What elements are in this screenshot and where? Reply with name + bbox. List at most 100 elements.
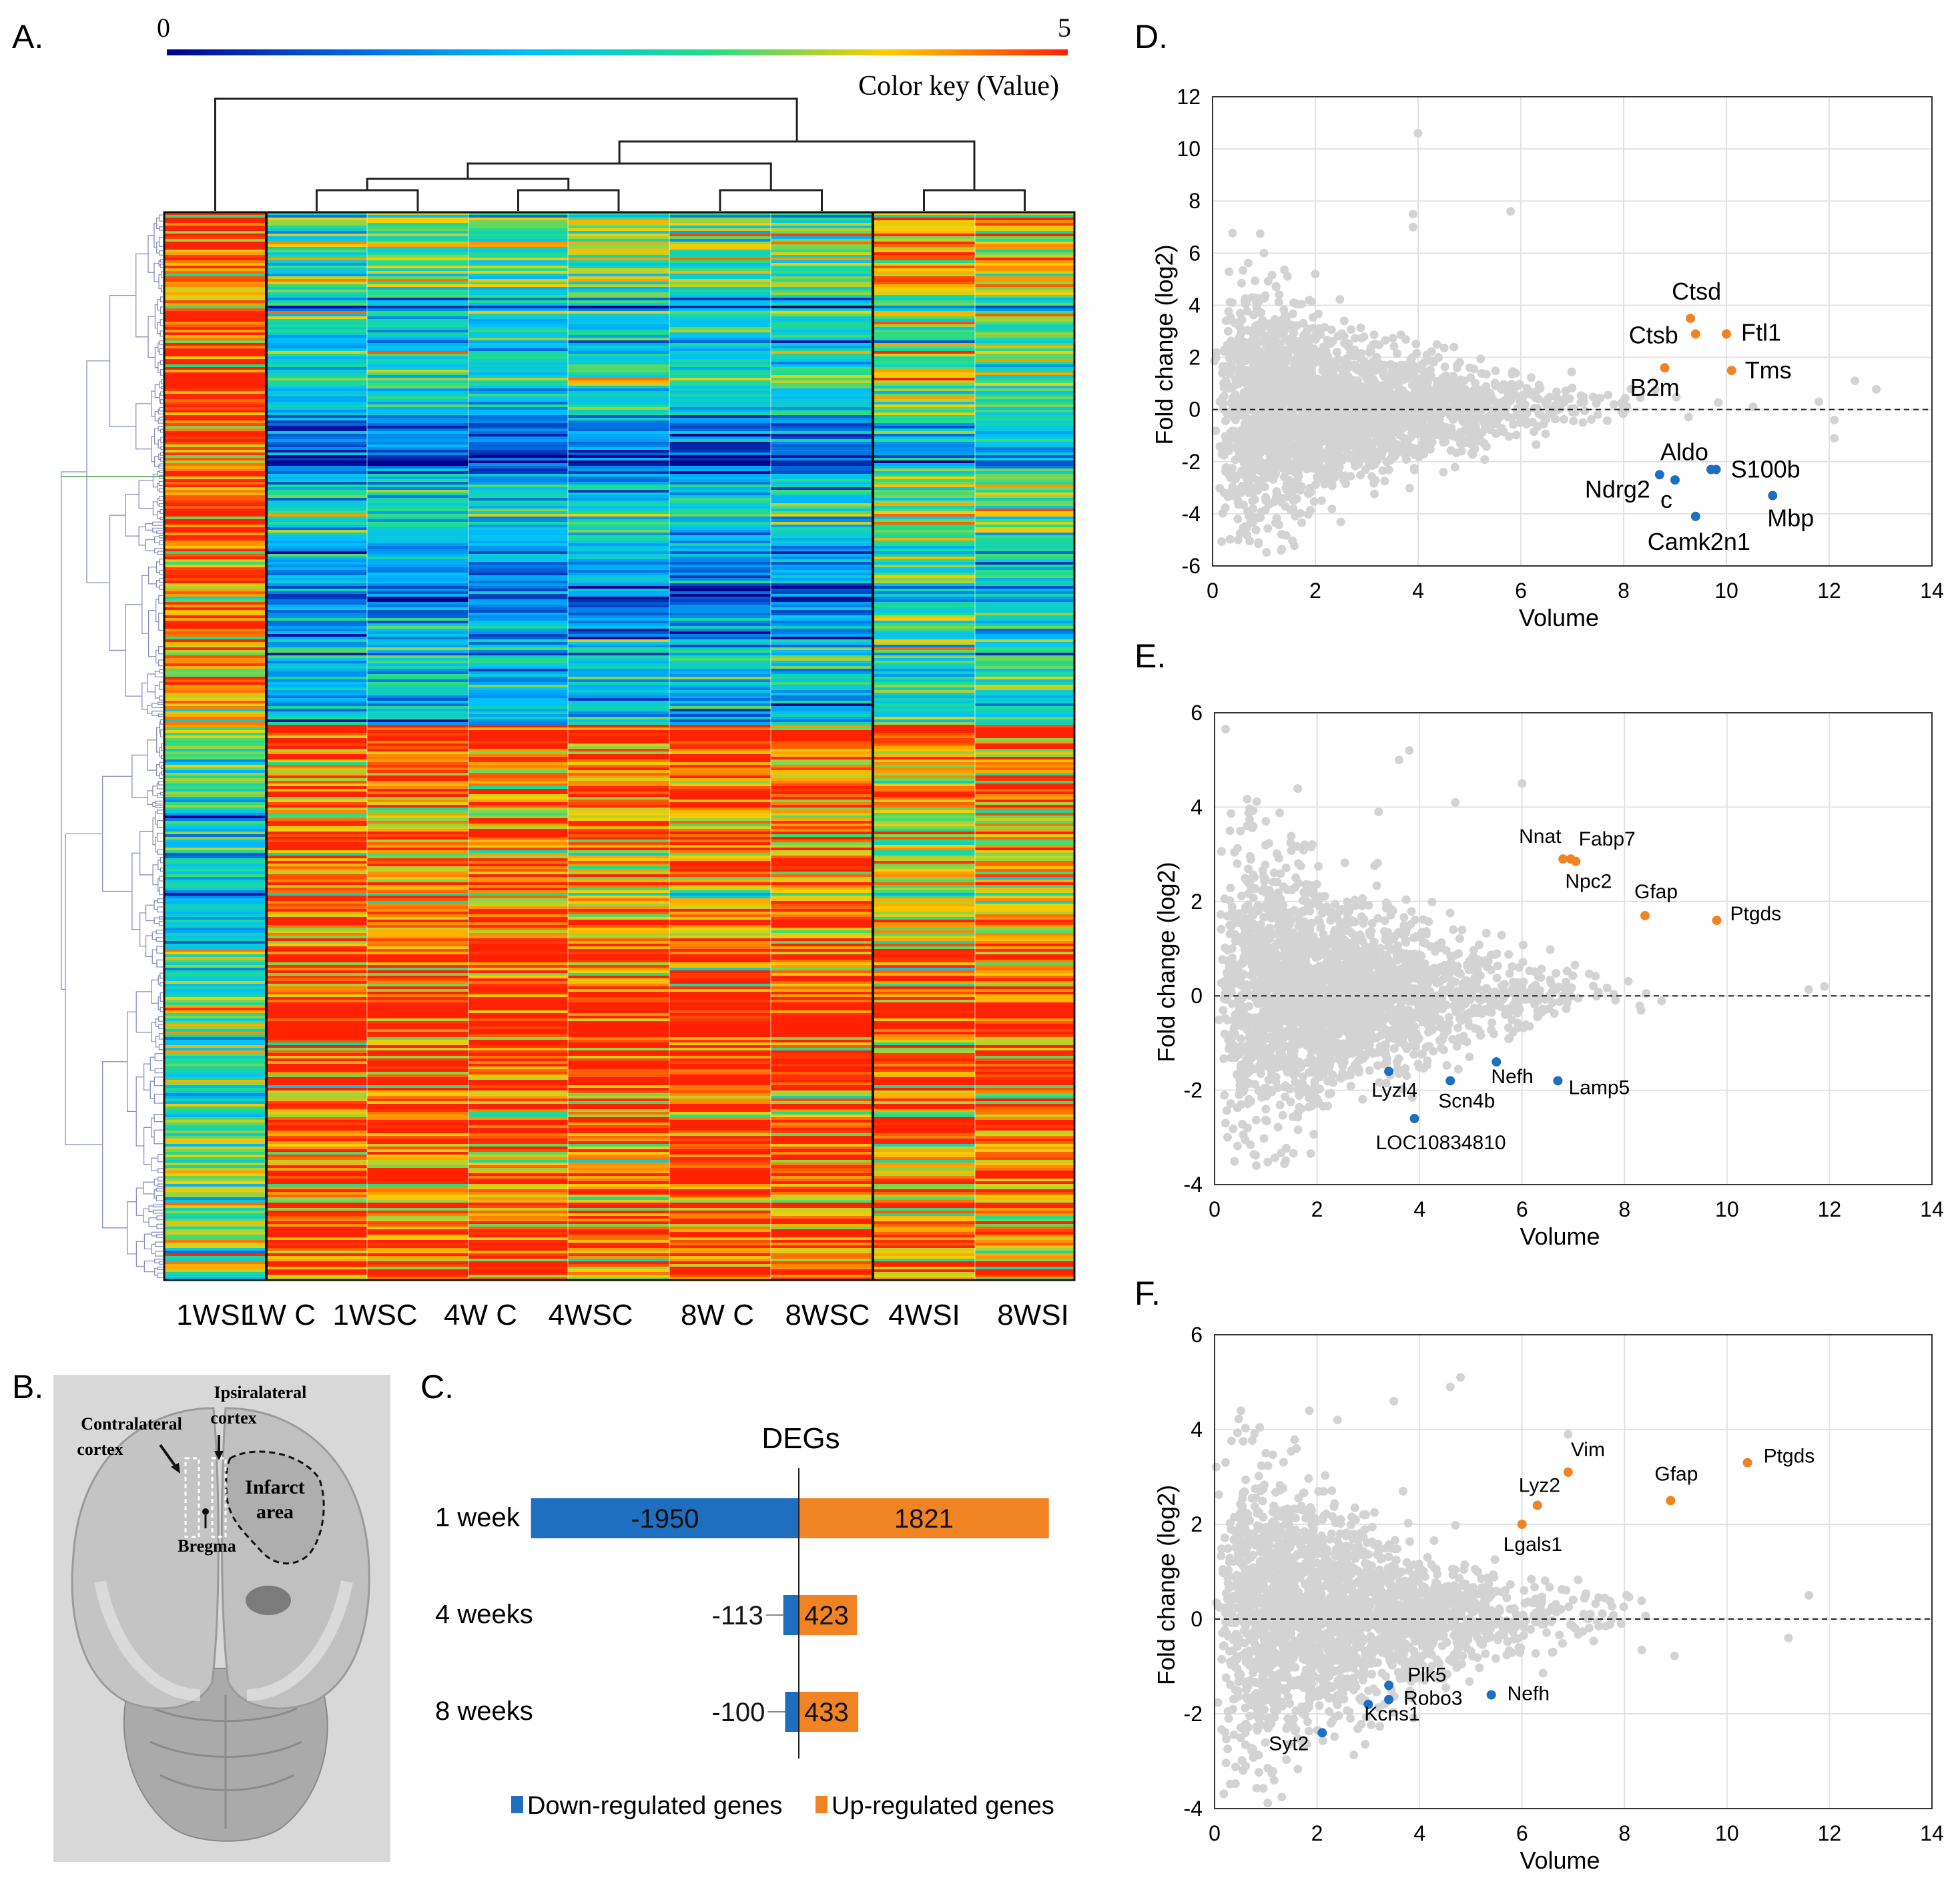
heatmap-cell xyxy=(771,1248,874,1251)
heatmap-cell xyxy=(669,928,771,931)
heatmap-cell xyxy=(367,1117,469,1121)
heatmap-cell xyxy=(771,282,874,285)
heatmap-cell xyxy=(771,509,874,512)
heatmap-cell xyxy=(266,436,368,440)
heatmap-cell xyxy=(669,856,771,859)
heatmap-cell xyxy=(669,295,771,298)
heatmap-cell xyxy=(771,268,874,272)
row-branch xyxy=(151,1157,158,1171)
heatmap-cell xyxy=(367,607,469,611)
heatmap-cell xyxy=(771,287,874,290)
heatmap-cell xyxy=(975,266,1075,269)
row-branch xyxy=(86,360,110,583)
heatmap-cell xyxy=(771,722,874,725)
heatmap-cell xyxy=(975,679,1075,683)
heatmap-cell xyxy=(873,1074,976,1078)
heatmap-cell xyxy=(975,517,1075,520)
heatmap-cell xyxy=(975,1160,1075,1163)
heatmap-cell xyxy=(367,856,469,859)
heatmap-cell xyxy=(164,562,267,565)
heatmap-cell xyxy=(669,1272,771,1275)
heatmap-cell xyxy=(468,212,569,216)
heatmap-cell xyxy=(568,565,670,568)
heatmap-cell xyxy=(771,1203,874,1206)
heatmap-cell xyxy=(164,960,267,963)
background-point xyxy=(1578,418,1588,427)
heatmap-cell xyxy=(873,402,976,405)
heatmap-cell xyxy=(771,1064,874,1067)
heatmap-cell xyxy=(568,1040,670,1043)
heatmap-cell xyxy=(568,869,670,872)
heatmap-cell xyxy=(164,1021,267,1024)
category-label: 8 weeks xyxy=(435,1696,533,1726)
heatmap-cell xyxy=(771,669,874,672)
heatmap-cell xyxy=(975,450,1075,453)
heatmap-cell xyxy=(568,938,670,942)
heatmap-cell xyxy=(367,1181,469,1185)
heatmap-cell xyxy=(568,989,670,992)
heatmap-cell xyxy=(771,466,874,469)
heatmap-cell xyxy=(669,1221,771,1225)
heatmap-cell xyxy=(669,792,771,795)
heatmap-cell xyxy=(568,1112,670,1115)
heatmap-cell xyxy=(873,938,976,942)
heatmap-cell xyxy=(164,226,267,229)
heatmap-cell xyxy=(367,650,469,653)
heatmap-cell xyxy=(468,1109,569,1113)
row-branch xyxy=(155,1018,159,1027)
heatmap-cell xyxy=(468,375,569,378)
heatmap-cell xyxy=(266,1120,368,1123)
heatmap-cell xyxy=(568,1184,670,1187)
heatmap-cell xyxy=(568,1029,670,1032)
row-branch xyxy=(152,864,158,886)
heatmap-cell xyxy=(873,428,976,432)
heatmap-cell xyxy=(568,1093,670,1096)
heatmap-cell xyxy=(873,626,976,629)
heatmap-cell xyxy=(468,447,569,450)
heatmap-cell xyxy=(568,997,670,1000)
heatmap-cell xyxy=(266,770,368,773)
heatmap-cell xyxy=(669,431,771,434)
heatmap-cell xyxy=(164,1074,267,1078)
heatmap-cell xyxy=(873,444,976,448)
heatmap-cell xyxy=(975,925,1075,928)
heatmap-cell xyxy=(568,821,670,824)
heatmap-cell xyxy=(367,770,469,773)
heatmap-cell xyxy=(771,861,874,864)
heatmap-cell xyxy=(468,613,569,616)
heatmap-cell xyxy=(266,319,368,322)
background-point xyxy=(1218,393,1227,402)
heatmap-cell xyxy=(669,645,771,648)
heatmap-cell xyxy=(771,493,874,496)
row-branch xyxy=(139,831,153,876)
heatmap-cell xyxy=(367,378,469,381)
heatmap-cell xyxy=(367,452,469,456)
heatmap-cell xyxy=(669,669,771,672)
heatmap-cell xyxy=(771,802,874,806)
heatmap-cell xyxy=(568,399,670,402)
heatmap-cell xyxy=(975,719,1075,723)
heatmap-cell xyxy=(873,559,976,563)
background-point xyxy=(1263,524,1273,533)
heatmap-cell xyxy=(568,535,670,539)
heatmap-cell xyxy=(975,978,1075,982)
heatmap-cell xyxy=(771,1107,874,1110)
heatmap-cell xyxy=(975,989,1075,992)
heatmap-cell xyxy=(164,621,267,624)
heatmap-cell xyxy=(164,573,267,576)
heatmap-cell xyxy=(873,1195,976,1198)
heatmap-cell xyxy=(367,698,469,701)
heatmap-cell xyxy=(873,575,976,579)
heatmap-cell xyxy=(669,511,771,515)
heatmap-cell xyxy=(975,877,1075,880)
heatmap-cell xyxy=(266,693,368,696)
heatmap-cell xyxy=(367,1045,469,1048)
heatmap-cell xyxy=(468,647,569,651)
heatmap-cell xyxy=(873,1056,976,1059)
heatmap-cell xyxy=(266,1181,368,1185)
heatmap-cell xyxy=(367,410,469,413)
row-branch xyxy=(154,384,160,398)
heatmap-cell xyxy=(468,901,569,904)
heatmap-cell xyxy=(266,1088,368,1091)
color-key-max: 5 xyxy=(1058,13,1071,43)
